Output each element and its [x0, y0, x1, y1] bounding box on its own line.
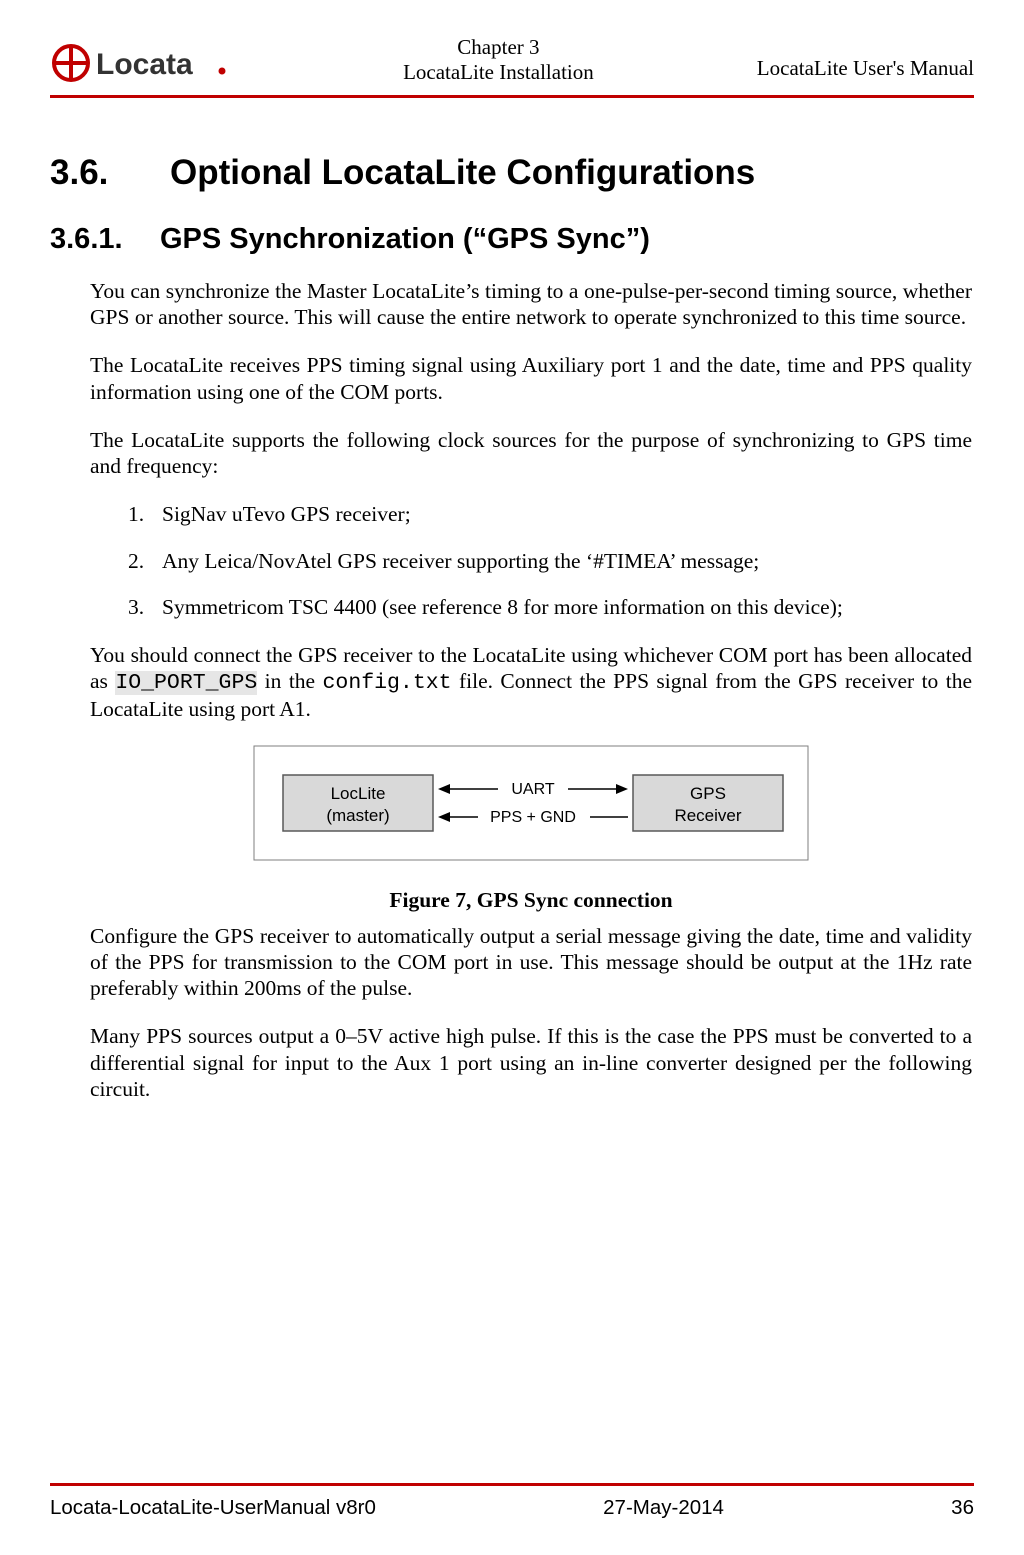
section-title: Optional LocataLite Configurations — [170, 153, 755, 192]
logo: Locata — [50, 41, 240, 85]
section-heading: 3.6.Optional LocataLite Configurations — [50, 153, 974, 193]
figure-caption: Figure 7, GPS Sync connection — [90, 888, 972, 913]
paragraph: You should connect the GPS receiver to t… — [90, 642, 972, 723]
list-item: 1.SigNav uTevo GPS receiver; — [90, 501, 972, 527]
diagram-right-line1: GPS — [690, 784, 726, 803]
section-number: 3.6. — [50, 153, 170, 193]
footer-rule — [50, 1483, 974, 1486]
logo-text: Locata — [96, 48, 193, 81]
inline-code: IO_PORT_GPS — [115, 671, 257, 695]
footer-left: Locata-LocataLite-UserManual v8r0 — [50, 1496, 376, 1520]
diagram: LocLite (master) GPS Receiver UART PPS +… — [90, 745, 972, 866]
subsection-heading: 3.6.1.GPS Synchronization (“GPS Sync”) — [50, 223, 974, 256]
locata-logo-icon: Locata — [50, 41, 240, 85]
list-item: 3.Symmetricom TSC 4400 (see reference 8 … — [90, 594, 972, 620]
footer-date: 27-May-2014 — [603, 1496, 724, 1520]
diagram-left-line2: (master) — [326, 806, 389, 825]
clock-source-list: 1.SigNav uTevo GPS receiver; 2.Any Leica… — [90, 501, 972, 620]
list-text: SigNav uTevo GPS receiver; — [162, 502, 411, 526]
page-footer: Locata-LocataLite-UserManual v8r0 27-May… — [50, 1483, 974, 1520]
header-right: LocataLite User's Manual — [757, 56, 974, 85]
header-center: Chapter 3 LocataLite Installation — [240, 35, 757, 85]
diagram-uart-label: UART — [511, 781, 554, 798]
list-item: 2.Any Leica/NovAtel GPS receiver support… — [90, 548, 972, 574]
chapter-subtitle: LocataLite Installation — [240, 60, 757, 85]
subsection-number: 3.6.1. — [50, 223, 160, 256]
list-text: Symmetricom TSC 4400 (see reference 8 fo… — [162, 595, 843, 619]
gps-sync-diagram: LocLite (master) GPS Receiver UART PPS +… — [253, 745, 809, 861]
page-number: 36 — [951, 1496, 974, 1520]
list-text: Any Leica/NovAtel GPS receiver supportin… — [162, 549, 759, 573]
inline-code: config.txt — [323, 671, 452, 695]
diagram-right-line2: Receiver — [674, 806, 741, 825]
body: You can synchronize the Master LocataLit… — [50, 278, 974, 1102]
page-header: Locata Chapter 3 LocataLite Installation… — [50, 35, 974, 93]
paragraph: Configure the GPS receiver to automatica… — [90, 923, 972, 1002]
paragraph: Many PPS sources output a 0–5V active hi… — [90, 1023, 972, 1102]
diagram-left-line1: LocLite — [331, 784, 386, 803]
chapter-label: Chapter 3 — [240, 35, 757, 60]
subsection-title: GPS Synchronization (“GPS Sync”) — [160, 223, 650, 255]
paragraph: The LocataLite receives PPS timing signa… — [90, 352, 972, 404]
paragraph: The LocataLite supports the following cl… — [90, 427, 972, 479]
paragraph: You can synchronize the Master LocataLit… — [90, 278, 972, 330]
page-content: 3.6.Optional LocataLite Configurations 3… — [50, 98, 974, 1102]
diagram-pps-label: PPS + GND — [490, 809, 576, 826]
